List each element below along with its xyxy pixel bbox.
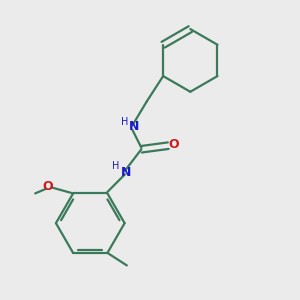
Text: N: N — [121, 166, 131, 179]
Text: O: O — [168, 138, 179, 151]
Text: H: H — [121, 117, 129, 128]
Text: N: N — [129, 120, 139, 134]
Text: O: O — [42, 180, 53, 193]
Text: H: H — [112, 161, 120, 171]
